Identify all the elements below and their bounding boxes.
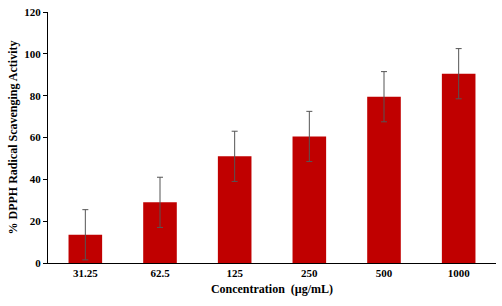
- svg-text:80: 80: [30, 90, 42, 102]
- svg-text:40: 40: [30, 173, 42, 185]
- svg-text:120: 120: [24, 6, 41, 18]
- svg-text:125: 125: [226, 267, 243, 279]
- svg-text:31.25: 31.25: [73, 267, 98, 279]
- svg-text:100: 100: [24, 48, 41, 60]
- svg-text:% DPPH Radical Scavenging Acti: % DPPH Radical Scavenging Activity: [6, 40, 20, 234]
- svg-text:1000: 1000: [448, 267, 471, 279]
- svg-text:Concentration (µg/mL): Concentration (µg/mL): [211, 282, 333, 296]
- svg-text:60: 60: [30, 131, 42, 143]
- svg-text:62.5: 62.5: [150, 267, 170, 279]
- svg-text:0: 0: [35, 257, 41, 269]
- svg-text:20: 20: [30, 215, 42, 227]
- svg-text:250: 250: [301, 267, 318, 279]
- svg-text:500: 500: [376, 267, 393, 279]
